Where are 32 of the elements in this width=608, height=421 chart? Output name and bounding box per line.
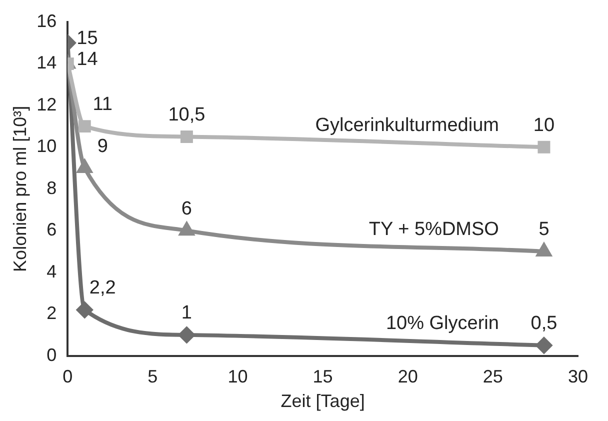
x-tick-label: 5 bbox=[148, 366, 158, 387]
data-label: 14 bbox=[76, 48, 98, 70]
x-tick-label: 0 bbox=[62, 366, 73, 387]
y-tick-label: 12 bbox=[36, 94, 57, 114]
x-tick-label: 20 bbox=[398, 366, 418, 387]
data-label: 1 bbox=[181, 302, 192, 324]
series-label: Gylcerinkulturmedium bbox=[315, 114, 499, 136]
y-tick-label: 8 bbox=[46, 178, 57, 198]
x-axis-title: Zeit [Tage] bbox=[280, 391, 365, 412]
x-tick-label: 25 bbox=[482, 366, 503, 387]
data-label: 11 bbox=[92, 94, 112, 116]
y-tick-label: 10 bbox=[36, 136, 57, 156]
data-label: 9 bbox=[97, 136, 108, 157]
data-label: 0,5 bbox=[530, 313, 558, 334]
y-tick-label: 6 bbox=[46, 220, 57, 240]
series-label: 10% Glycerin bbox=[386, 313, 499, 334]
x-tick-label: 15 bbox=[312, 366, 333, 387]
y-axis-title: Kolonien pro ml [10³] bbox=[10, 106, 30, 272]
series-label: TY + 5%DMSO bbox=[368, 219, 499, 240]
data-label: 10 bbox=[533, 114, 555, 136]
data-label: 10,5 bbox=[168, 104, 206, 126]
x-tick-label: 10 bbox=[228, 366, 248, 387]
data-label: 15 bbox=[76, 28, 98, 50]
y-tick-label: 4 bbox=[46, 261, 57, 282]
y-tick-label: 0 bbox=[46, 344, 57, 365]
data-label: 6 bbox=[181, 198, 192, 220]
y-tick-label: 16 bbox=[36, 10, 57, 31]
x-tick-label: 30 bbox=[568, 366, 588, 387]
y-tick-label: 14 bbox=[36, 52, 57, 73]
y-tick-label: 2 bbox=[46, 303, 57, 324]
data-label: 2,2 bbox=[89, 278, 116, 299]
data-label: 5 bbox=[538, 219, 550, 240]
